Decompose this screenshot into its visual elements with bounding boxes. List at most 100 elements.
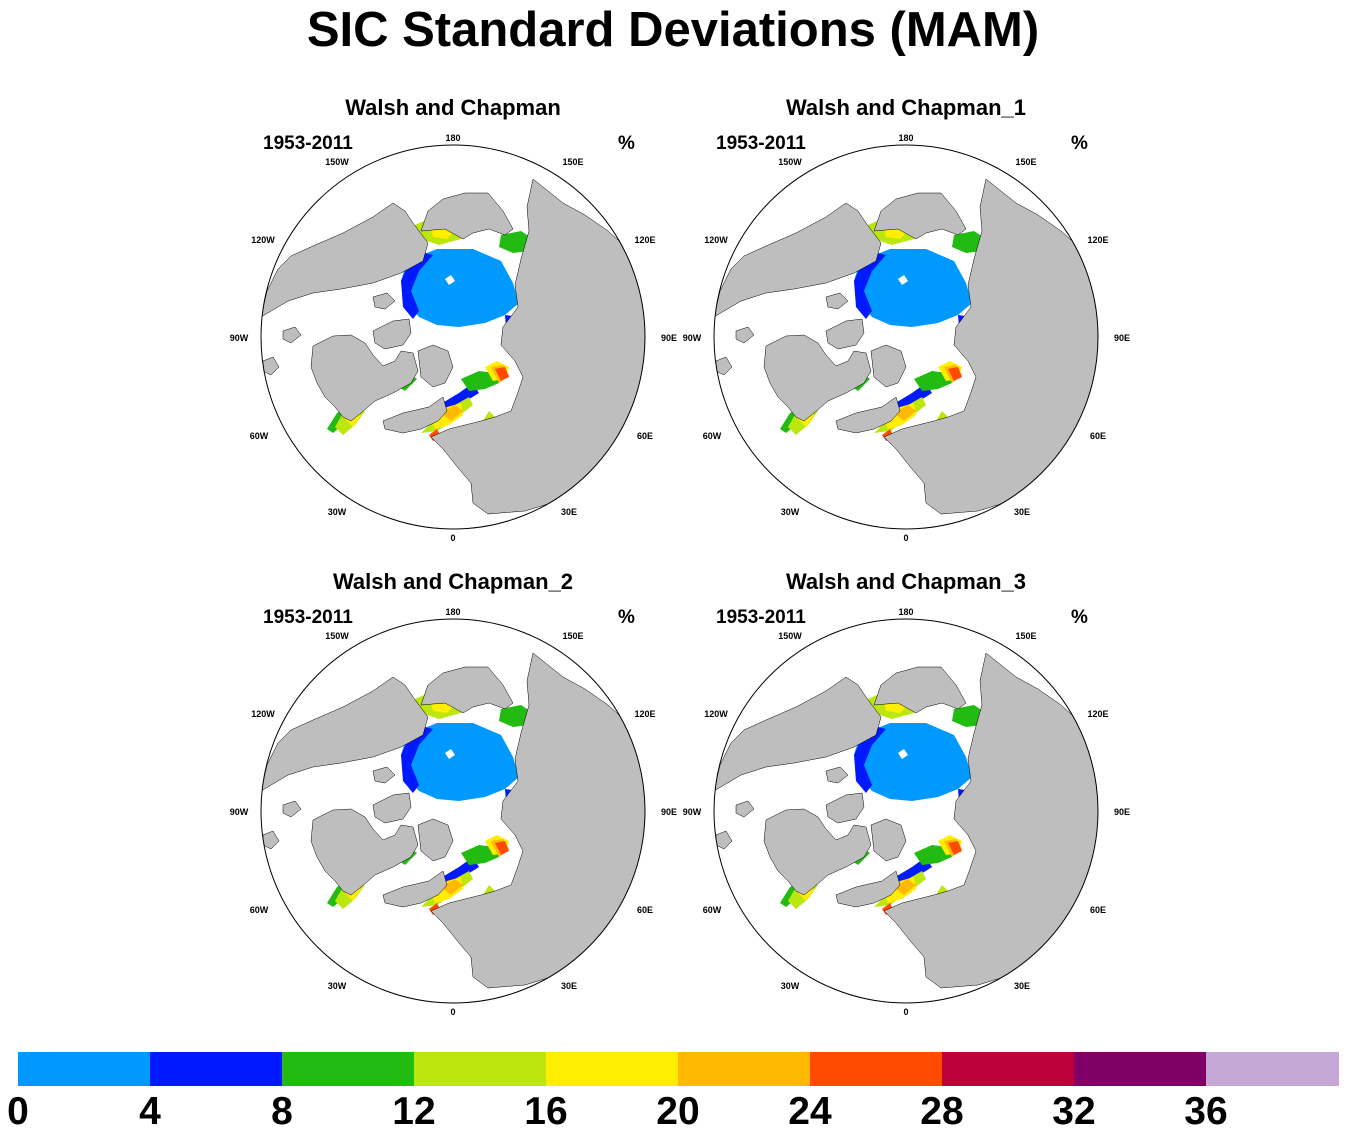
- land-mass: [735, 800, 755, 818]
- land-mass: [714, 202, 882, 318]
- longitude-label: 90E: [1114, 807, 1130, 817]
- colorbar-tick-label: 8: [271, 1090, 293, 1133]
- longitude-label: 150E: [1015, 157, 1036, 167]
- longitude-label: 30E: [1014, 981, 1030, 991]
- colorbar-box: [546, 1052, 679, 1086]
- colorbar-tick-label: 24: [788, 1090, 832, 1133]
- sic-std-patch: [854, 253, 886, 319]
- period-label: 1953-2011: [716, 133, 806, 154]
- longitude-label: 60W: [250, 905, 269, 915]
- sic-std-patch: [894, 405, 916, 421]
- longitude-label: 90E: [661, 807, 677, 817]
- land-mass: [261, 676, 429, 792]
- land-mass: [873, 192, 967, 240]
- sic-std-patch: [948, 841, 962, 855]
- longitude-label: 120W: [251, 709, 275, 719]
- sic-std-patch: [401, 249, 519, 327]
- colorbar-tick-label: 16: [524, 1090, 568, 1133]
- longitude-label: 120E: [1087, 709, 1108, 719]
- longitude-label: 30E: [561, 507, 577, 517]
- sic-std-patch: [914, 845, 952, 865]
- colorbar-box: [1074, 1052, 1207, 1086]
- period-label: 1953-2011: [263, 607, 353, 628]
- land-mass: [825, 792, 865, 824]
- map-content: [261, 145, 645, 529]
- longitude-label: 90W: [230, 807, 249, 817]
- sic-std-patch: [461, 845, 499, 865]
- longitude-label: 90E: [661, 333, 677, 343]
- colorbar-tick-label: 28: [920, 1090, 964, 1133]
- longitude-label: 30W: [781, 981, 800, 991]
- longitude-label: 30W: [781, 507, 800, 517]
- longitude-label: 60E: [1090, 431, 1106, 441]
- units-label: %: [618, 133, 635, 154]
- longitude-label: 180: [898, 133, 913, 143]
- panel-title: Walsh and Chapman_2: [332, 569, 573, 594]
- longitude-label: 90E: [1114, 333, 1130, 343]
- sic-std-patch: [890, 251, 914, 269]
- polar-map: 180 150E 120E 90E 60E 30E 0 30W 60W 90W 120W 150W: [683, 133, 1130, 543]
- longitude-label: 150E: [562, 631, 583, 641]
- land-mass: [835, 396, 901, 434]
- sic-std-patch: [495, 841, 509, 855]
- sic-std-patch: [401, 727, 433, 793]
- longitude-label: 30E: [561, 981, 577, 991]
- longitude-label: 150E: [562, 157, 583, 167]
- sic-std-patch: [441, 405, 463, 421]
- pole-hole: [445, 275, 455, 285]
- colorbar-box: [810, 1052, 943, 1086]
- land-mass: [382, 870, 448, 908]
- land-mass: [417, 818, 454, 862]
- colorbar-tick-label: 0: [7, 1090, 29, 1133]
- longitude-label: 0: [903, 533, 908, 543]
- pole-hole: [898, 275, 908, 285]
- longitude-label: 120W: [251, 235, 275, 245]
- units-label: %: [1071, 133, 1088, 154]
- colorbar-tick-label: 12: [392, 1090, 436, 1133]
- longitude-label: 30E: [1014, 507, 1030, 517]
- longitude-label: 150W: [778, 157, 802, 167]
- longitude-label: 90W: [683, 333, 702, 343]
- land-mass: [372, 792, 412, 824]
- panel-title: Walsh and Chapman_3: [785, 569, 1026, 594]
- sic-std-patch: [401, 723, 519, 801]
- longitude-label: 150W: [325, 157, 349, 167]
- sic-std-patch: [441, 879, 463, 895]
- longitude-label: 60E: [1090, 905, 1106, 915]
- longitude-label: 90W: [683, 807, 702, 817]
- longitude-label: 150W: [778, 631, 802, 641]
- land-mass: [372, 766, 396, 784]
- longitude-label: 60E: [637, 431, 653, 441]
- land-mass: [873, 666, 967, 714]
- colorbar-tick-label: 32: [1052, 1090, 1096, 1133]
- longitude-label: 30W: [328, 507, 347, 517]
- colorbar-tick-label: 4: [139, 1090, 161, 1133]
- map-boundary: [260, 144, 646, 530]
- sic-std-patch: [894, 879, 916, 895]
- land-mass: [417, 344, 454, 388]
- colorbar-tick-label: 36: [1184, 1090, 1228, 1133]
- longitude-label: 180: [898, 607, 913, 617]
- colorbar-box: [18, 1052, 151, 1086]
- land-mass: [420, 192, 514, 240]
- period-label: 1953-2011: [263, 133, 353, 154]
- longitude-label: 60W: [703, 431, 722, 441]
- longitude-label: 30W: [328, 981, 347, 991]
- colorbar-box: [678, 1052, 811, 1086]
- sic-std-patch: [437, 725, 461, 743]
- sic-std-patch: [914, 371, 952, 391]
- panel-title: Walsh and Chapman_1: [785, 95, 1026, 120]
- pole-hole: [445, 749, 455, 759]
- longitude-label: 90W: [230, 333, 249, 343]
- land-mass: [372, 318, 412, 350]
- land-mass: [714, 676, 882, 792]
- longitude-label: 120W: [704, 709, 728, 719]
- panel-2: Walsh and Chapman_1 1953-2011 % 180 150E 1…: [683, 95, 1130, 543]
- pole-hole: [898, 749, 908, 759]
- land-mass: [835, 870, 901, 908]
- longitude-label: 180: [445, 133, 460, 143]
- colorbar-box: [414, 1052, 547, 1086]
- units-label: %: [1071, 607, 1088, 628]
- polar-map: 180 150E 120E 90E 60E 30E 0 30W 60W 90W 120W 150W: [230, 607, 677, 1017]
- sic-std-patch: [854, 249, 972, 327]
